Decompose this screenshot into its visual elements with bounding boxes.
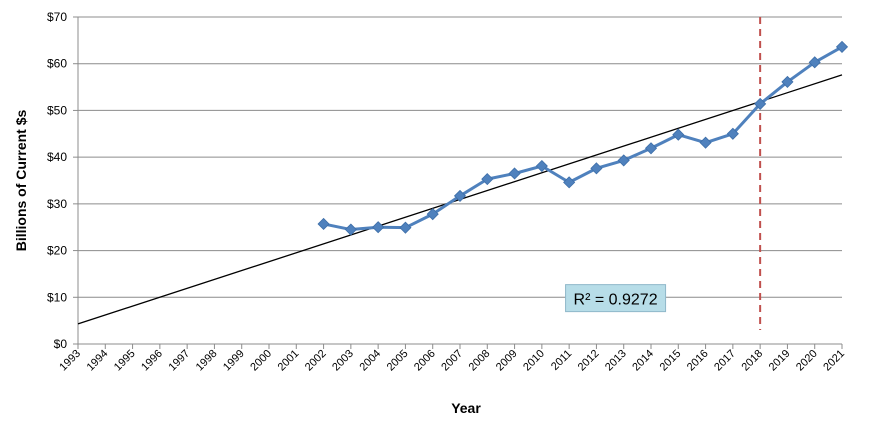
x-tick-label: 2011 [549,348,574,373]
x-tick-label: 2016 [685,348,711,374]
x-tick-label: 2002 [303,348,329,374]
y-tick-label: $30 [47,197,67,211]
data-point [535,159,548,173]
y-tick-label: $40 [47,150,67,164]
x-tick-label: 1994 [85,348,111,374]
data-point [835,40,849,53]
data-point [453,189,467,202]
data-point [399,221,412,234]
x-tick-label: 1998 [194,348,220,374]
y-tick-label: $50 [47,103,67,117]
data-point [617,154,630,167]
x-tick-label: 2015 [658,348,684,374]
r-squared-box [565,284,667,313]
x-tick-label: 2003 [330,348,356,374]
data-point [781,75,794,88]
x-tick-label: 2005 [385,348,411,374]
r-squared-label: R² = 0.9272 [565,284,667,313]
data-point [344,223,357,236]
data-point [699,136,712,149]
x-tick-label: 2000 [248,348,274,374]
x-tick-label: 2021 [821,348,847,374]
x-axis-title: Year [451,400,481,416]
data-point [808,56,821,69]
x-tick-label: 2014 [630,348,656,374]
data-point [644,142,658,155]
r-squared-text: R² = 0.9272 [574,292,658,309]
x-tick-label: 2012 [576,348,602,374]
x-tick-label: 2013 [603,348,629,374]
x-tick-label: 2018 [739,348,765,374]
gridlines [78,16,842,298]
x-tick-label: 1997 [166,348,192,374]
y-tick-label: $20 [47,244,67,258]
x-tick-label: 2001 [276,348,302,374]
data-point [372,221,385,234]
data-point [563,176,576,189]
data-point [754,97,767,110]
y-tick-label: $0 [54,337,68,351]
x-tick-label: 2006 [412,348,438,374]
y-tick-label: $10 [47,290,67,304]
data-point [590,162,603,175]
data-point [672,128,685,141]
x-tick-label: 2010 [521,348,547,374]
series-line [323,45,843,232]
x-axis-ticks: 1993 1994 1995 1996 1997 1998 1999 2000 2001 2002… [57,344,847,373]
data-point [481,173,494,186]
data-point [426,208,439,221]
x-tick-label: 1993 [57,348,83,374]
x-tick-label: 2017 [712,348,738,374]
y-axis-title: Billions of Current $s [13,110,29,252]
x-tick-label: 2008 [467,348,493,374]
y-tick-label: $60 [47,57,67,71]
y-axis-ticks: $0 $10 $20 $30 $40 $50 $60 $70 [47,10,78,351]
data-point [726,127,739,140]
x-tick-label: 2009 [494,348,520,374]
data-point [317,217,330,231]
x-tick-label: 2020 [794,348,820,374]
x-tick-label: 2019 [767,348,793,374]
x-tick-label: 2004 [357,348,383,374]
x-tick-label: 2007 [439,348,465,374]
x-tick-label: 1999 [221,348,247,374]
series-billions [317,40,849,236]
x-tick-label: 1995 [112,348,138,374]
x-tick-label: 1996 [139,348,165,374]
y-tick-label: $70 [47,10,67,24]
data-point [508,167,521,180]
